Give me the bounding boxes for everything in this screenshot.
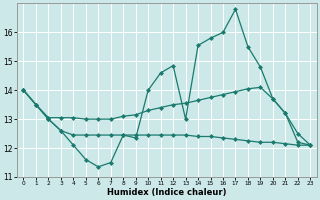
X-axis label: Humidex (Indice chaleur): Humidex (Indice chaleur) [107, 188, 227, 197]
